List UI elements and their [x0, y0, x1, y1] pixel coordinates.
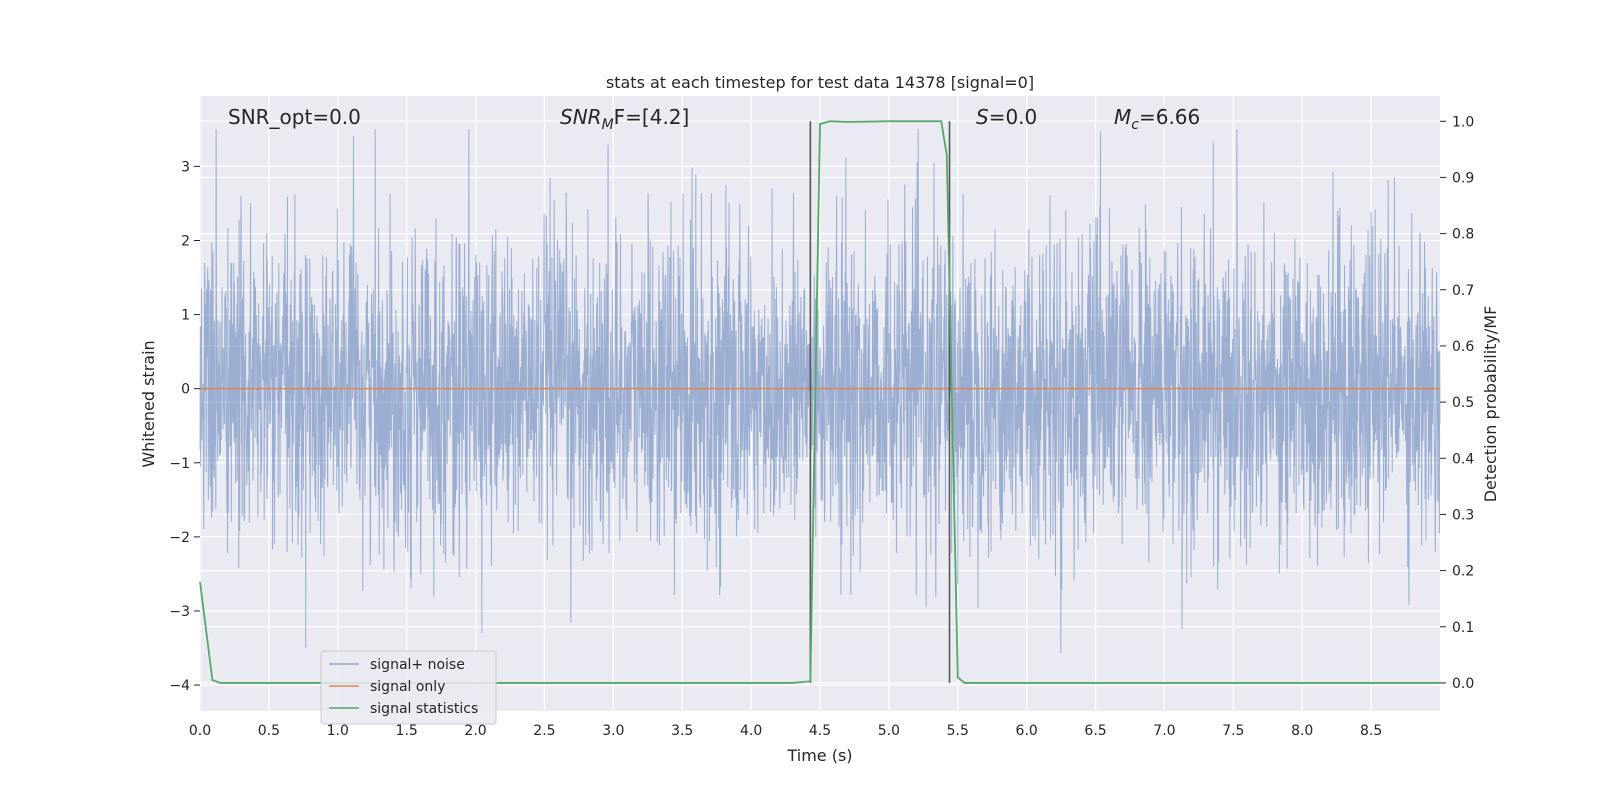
- x-tick-6: 3.0: [602, 723, 624, 739]
- annotation-mc: Mc=6.66: [1114, 105, 1200, 133]
- y-right-tick-8: 0.2: [1452, 564, 1474, 580]
- y-right-tick-3: 0.7: [1452, 283, 1474, 299]
- y-right-tick-5: 0.5: [1452, 395, 1474, 411]
- vertical-markers: [809, 121, 951, 683]
- x-tick-15: 7.5: [1222, 723, 1244, 739]
- y-right-tick-4: 0.6: [1452, 339, 1474, 355]
- legend-box: [320, 650, 497, 725]
- y-left-tick-3: 0: [181, 382, 190, 398]
- y-axis-left-label: Whitened strain: [139, 340, 158, 467]
- x-tick-10: 5.0: [878, 723, 900, 739]
- x-tick-13: 6.5: [1084, 723, 1106, 739]
- y-right-tick-6: 0.4: [1452, 451, 1474, 467]
- y-left-tick-6: −3: [169, 604, 190, 620]
- mc-sub: c: [1131, 117, 1139, 133]
- series-signal-statistics: [199, 120, 1440, 684]
- x-tick-0: 0.0: [189, 723, 211, 739]
- x-tick-5: 2.5: [533, 723, 555, 739]
- y-right-tick-0: 1.0: [1452, 114, 1474, 130]
- x-tick-labels: 0.0 0.5 1.0 1.5 2.0 2.5 3.0 3.5 4.0 4.5 5.0 5.5 6.0 6…: [189, 723, 1382, 739]
- y-left-tick-1: 2: [181, 233, 190, 249]
- y-right-tick-9: 0.1: [1452, 620, 1474, 636]
- legend: signal+ noise signal only signal statist…: [320, 650, 497, 725]
- mc-rest: =6.66: [1139, 105, 1200, 129]
- s-rest: =0.0: [989, 105, 1038, 129]
- legend-label-signal-only: signal only: [370, 679, 445, 695]
- y-right-tick-1: 0.9: [1452, 170, 1474, 186]
- y-left-tick-0: 3: [181, 159, 190, 175]
- y-left-tick-4: −1: [169, 456, 190, 472]
- x-tick-14: 7.0: [1153, 723, 1175, 739]
- annotation-snr-mf: SNRMF=[4.2]: [560, 105, 689, 133]
- legend-label-signal-statistics: signal statistics: [370, 701, 478, 717]
- x-tick-16: 8.0: [1291, 723, 1313, 739]
- s-main: S: [976, 105, 989, 129]
- x-tick-1: 0.5: [258, 723, 280, 739]
- y-left-tick-labels: 3 2 1 0 −1 −2 −3 −4: [169, 159, 200, 694]
- x-axis-label: Time (s): [786, 746, 852, 765]
- series-signal-noise: [199, 129, 1441, 654]
- y-left-tick-5: −2: [169, 530, 190, 546]
- x-tick-2: 1.0: [327, 723, 349, 739]
- snr-mf-sub: M: [602, 117, 614, 133]
- snr-mf-main: SNR: [560, 105, 602, 129]
- chart-title: stats at each timestep for test data 143…: [606, 73, 1034, 92]
- y-left-tick-7: −4: [169, 678, 190, 694]
- y-right-tick-2: 0.8: [1452, 227, 1474, 243]
- x-tick-11: 5.5: [947, 723, 969, 739]
- x-tick-9: 4.5: [809, 723, 831, 739]
- x-tick-12: 6.0: [1016, 723, 1038, 739]
- y-axis-right-label: Detection probability/MF: [1481, 306, 1500, 503]
- x-tick-17: 8.5: [1360, 723, 1382, 739]
- annotation-s: S=0.0: [976, 105, 1037, 129]
- snr-mf-rest: F=[4.2]: [614, 105, 690, 129]
- y-left-tick-2: 1: [181, 308, 190, 324]
- x-tick-3: 1.5: [396, 723, 418, 739]
- x-tick-7: 3.5: [671, 723, 693, 739]
- mc-main: M: [1114, 105, 1131, 129]
- y-right-tick-10: 0.0: [1452, 676, 1474, 692]
- annotation-snr-opt: SNR_opt=0.0: [228, 105, 361, 129]
- legend-label-signal-noise: signal+ noise: [370, 657, 465, 673]
- noise-trace: [199, 129, 1441, 654]
- x-tick-4: 2.0: [464, 723, 486, 739]
- y-right-tick-7: 0.3: [1452, 507, 1474, 523]
- y-right-tick-labels: 1.0 0.9 0.8 0.7 0.6 0.5 0.4 0.3 0.2 0.1 0.0: [1440, 114, 1474, 692]
- x-tick-8: 4.0: [740, 723, 762, 739]
